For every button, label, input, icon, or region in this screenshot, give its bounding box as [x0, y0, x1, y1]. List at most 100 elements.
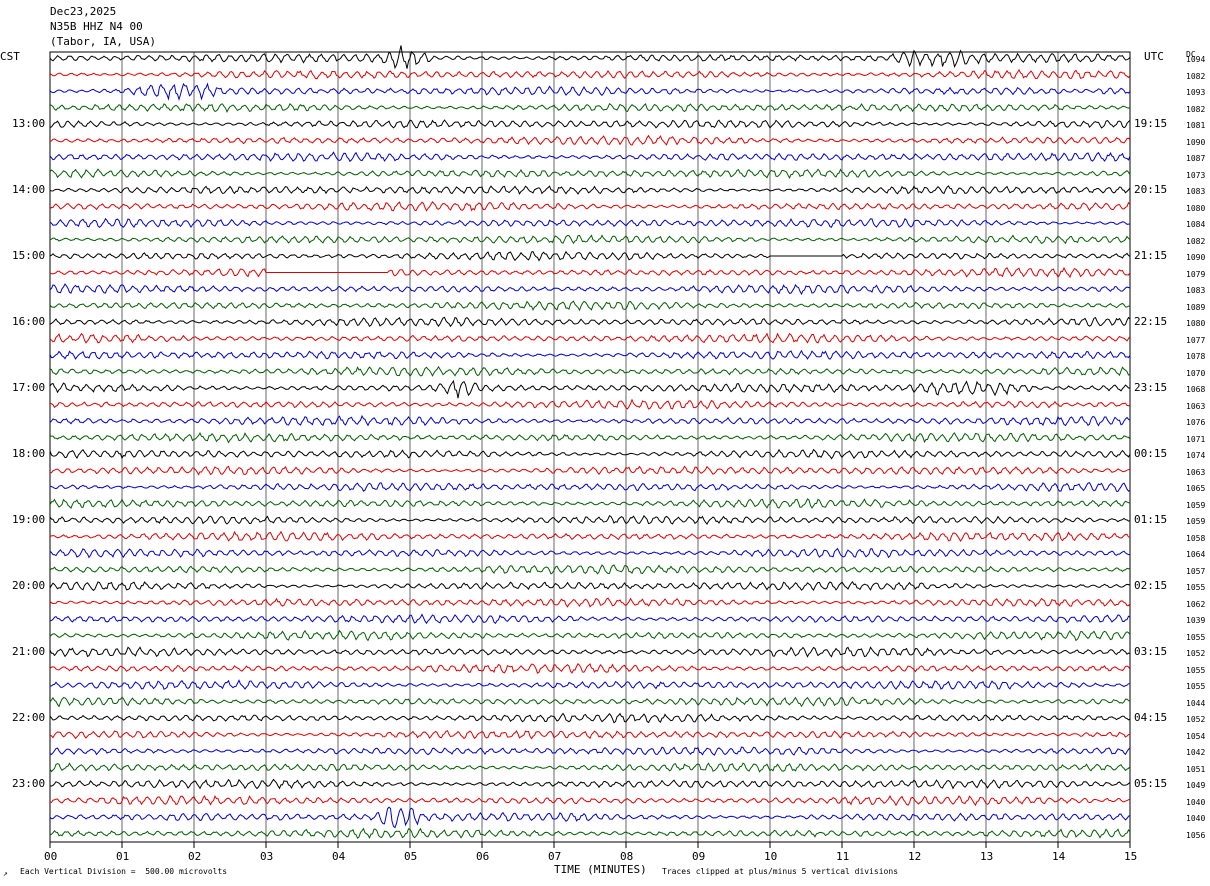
trace-row-47 — [49, 827, 1131, 840]
trace-row-26 — [49, 482, 1131, 493]
x-tick-label: 15 — [1124, 850, 1138, 863]
right-hour-label: 20:15 — [1134, 183, 1168, 196]
dc-offset-label: 1078 — [1186, 352, 1206, 361]
trace-row-9 — [49, 200, 1131, 212]
trace-row-14 — [49, 283, 1131, 296]
trace-row-21 — [49, 398, 1131, 410]
dc-offset-label: 1062 — [1186, 599, 1206, 609]
trace-row-35 — [49, 629, 1131, 642]
dc-offset-label: 1082 — [1186, 236, 1206, 246]
dc-offset-label: 1077 — [1186, 335, 1206, 345]
trace-row-39 — [49, 696, 1131, 708]
trace-row-11 — [49, 234, 1131, 245]
dc-offset-label: 1042 — [1186, 748, 1206, 757]
trace-row-12 — [49, 250, 1131, 262]
header-date: Dec23,2025 — [50, 5, 117, 18]
dc-offset-label: 1059 — [1186, 517, 1206, 526]
x-tick-label: 04 — [332, 850, 346, 863]
trace-row-6 — [49, 151, 1131, 163]
dc-offset-label: 1076 — [1186, 418, 1206, 427]
dc-offset-label: 1055 — [1186, 583, 1206, 592]
left-hour-label: 18:00 — [12, 447, 46, 460]
x-tick-label: 13 — [980, 850, 994, 863]
dc-offset-label: 1052 — [1186, 715, 1206, 724]
trace-row-24 — [49, 448, 1131, 460]
trace-row-37 — [49, 662, 1131, 674]
trace-row-27 — [49, 498, 1131, 509]
trace-row-30 — [49, 547, 1130, 559]
header-location: (Tabor, IA, USA) — [50, 35, 156, 48]
trace-row-25 — [50, 465, 1131, 476]
dc-offset-label: 1057 — [1186, 566, 1206, 576]
trace-row-36 — [49, 646, 1131, 658]
trace-row-1 — [49, 68, 1131, 80]
x-tick-label: 05 — [404, 850, 418, 863]
dc-offset-label: 1068 — [1186, 385, 1206, 394]
right-hour-label: 03:15 — [1134, 645, 1168, 658]
trace-row-17 — [49, 332, 1131, 344]
dc-offset-label: 1080 — [1186, 203, 1206, 213]
dc-offset-label: 1044 — [1186, 698, 1206, 708]
trace-row-40 — [49, 712, 1131, 724]
left-hour-label: 16:00 — [12, 315, 46, 328]
dc-offset-label: 1093 — [1186, 88, 1206, 97]
dc-offset-label: 1056 — [1186, 830, 1206, 840]
dc-offset-label: 1052 — [1186, 649, 1206, 658]
dc-offset-label: 1040 — [1186, 814, 1206, 823]
dc-offset-label: 1070 — [1186, 368, 1206, 378]
trace-row-34 — [49, 613, 1131, 625]
dc-offset-label: 1055 — [1186, 665, 1206, 675]
x-axis-ticks — [49, 842, 1131, 848]
trace-row-42 — [49, 746, 1131, 756]
trace-row-0 — [49, 45, 1131, 70]
trace-row-23 — [50, 432, 1131, 444]
dc-offset-label: 1063 — [1186, 401, 1206, 411]
trace-row-22 — [49, 414, 1131, 427]
dc-offset-label: 1090 — [1186, 253, 1206, 262]
x-tick-label: 12 — [908, 850, 922, 863]
dc-offset-label: 1071 — [1186, 434, 1206, 444]
dc-offset-label: 1087 — [1186, 154, 1206, 163]
dc-offset-label: 1090 — [1186, 137, 1206, 147]
header-station: N35B HHZ N4 00 — [50, 20, 143, 33]
left-hour-label: 23:00 — [12, 777, 46, 790]
left-hour-label: 14:00 — [12, 183, 46, 196]
x-tick-label: 07 — [548, 850, 562, 863]
x-tick-label: 02 — [188, 850, 202, 863]
trace-row-18 — [49, 349, 1131, 360]
left-hour-label: 17:00 — [12, 381, 46, 394]
dc-offset-label: 1074 — [1186, 451, 1206, 460]
plot-frame — [49, 51, 1131, 843]
trace-row-33 — [49, 597, 1131, 608]
dc-offset-label: 1064 — [1186, 550, 1206, 559]
trace-row-41 — [49, 730, 1131, 740]
trace-row-8 — [49, 185, 1131, 195]
trace-row-31 — [49, 564, 1131, 575]
left-hour-label: 22:00 — [12, 711, 46, 724]
trace-row-15 — [49, 300, 1131, 312]
dc-offset-label: 1083 — [1186, 187, 1206, 196]
dc-label: DC — [1186, 50, 1196, 59]
right-hour-label: 01:15 — [1134, 513, 1168, 526]
dc-offset-label: 1081 — [1186, 121, 1206, 130]
trace-row-20 — [49, 379, 1131, 399]
right-hour-label: 22:15 — [1134, 315, 1168, 328]
right-hour-label: 19:15 — [1134, 117, 1168, 130]
left-hour-label: 21:00 — [12, 645, 46, 658]
x-tick-label: 10 — [764, 850, 778, 863]
x-tick-label: 03 — [260, 850, 274, 863]
dc-offset-label: 1058 — [1186, 533, 1206, 543]
right-timezone-label: UTC — [1144, 50, 1164, 63]
dc-offset-label: 1073 — [1186, 170, 1206, 180]
trace-row-5 — [49, 134, 1131, 146]
right-hour-label: 00:15 — [1134, 447, 1168, 460]
right-hour-label: 02:15 — [1134, 579, 1168, 592]
trace-row-28 — [49, 514, 1131, 526]
dc-offset-label: 1039 — [1186, 616, 1206, 625]
trace-row-3 — [49, 102, 1131, 114]
dc-offset-label: 1059 — [1186, 500, 1206, 510]
minute-gridlines — [121, 52, 1059, 842]
left-timezone-label: CST — [0, 50, 20, 63]
right-hour-label: 04:15 — [1134, 711, 1168, 724]
